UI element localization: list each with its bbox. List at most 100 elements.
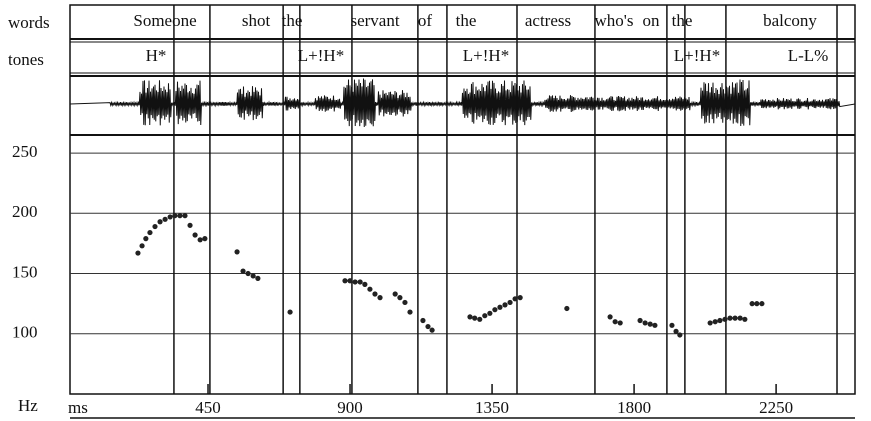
f0-point [372, 291, 378, 297]
f0-point [147, 229, 153, 236]
frame [69, 4, 856, 395]
f0-point [135, 250, 141, 256]
word: the [672, 11, 693, 30]
y-tick-label: 250 [12, 142, 38, 161]
f0-point [245, 270, 251, 277]
f0-point [749, 301, 755, 307]
f0-point [677, 332, 683, 338]
f0-point [492, 307, 498, 313]
f0-point [420, 317, 426, 324]
f0-point [192, 232, 198, 238]
f0-point [139, 243, 145, 249]
f0-point [497, 304, 503, 310]
f0-point [564, 305, 570, 312]
f0-point [732, 315, 738, 321]
f0-point [512, 296, 518, 302]
f0-point [177, 213, 183, 219]
f0-point [152, 223, 158, 230]
f0-point [377, 295, 383, 301]
f0-point [482, 313, 488, 319]
word: servant [350, 11, 399, 30]
word: shot [242, 11, 271, 30]
word: actress [525, 11, 571, 30]
word: who's [595, 11, 634, 30]
f0-point [362, 281, 368, 287]
tone: L-L% [788, 46, 829, 65]
f0-point [607, 314, 613, 320]
f0-point [250, 273, 256, 279]
f0-point [162, 216, 168, 222]
y-tick-label: 150 [12, 262, 38, 281]
f0-point [759, 301, 765, 307]
tone: L+!H* [463, 46, 509, 65]
f0-point [172, 213, 178, 219]
y-axis-label: Hz [18, 396, 38, 415]
f0-point [342, 278, 348, 284]
f0-point [754, 301, 760, 307]
f0-point [352, 279, 358, 285]
tone: L+!H* [298, 46, 344, 65]
f0-point [425, 323, 431, 330]
f0-point [255, 275, 261, 281]
f0-point [612, 319, 618, 325]
x-tick-label: 2250 [759, 398, 793, 417]
word: balcony [763, 11, 817, 30]
f0-point [673, 328, 679, 334]
f0-point [182, 213, 188, 219]
word: the [456, 11, 477, 30]
f0-point [502, 302, 508, 308]
word: of [418, 11, 433, 30]
f0-point [202, 236, 208, 242]
f0-point [157, 219, 163, 225]
x-tick-label: 1800 [617, 398, 651, 417]
f0-point [669, 322, 675, 328]
f0-point [727, 315, 733, 321]
f0-point [347, 278, 353, 284]
f0-point [397, 295, 403, 301]
f0-point [407, 309, 413, 315]
word: the [282, 11, 303, 30]
f0-point [167, 214, 173, 220]
f0-point [517, 295, 523, 301]
f0-point [197, 237, 203, 243]
f0-point [712, 319, 718, 325]
f0-point [717, 317, 723, 324]
f0-point [477, 316, 483, 322]
y-tick-label: 200 [12, 202, 38, 221]
f0-point [637, 317, 643, 324]
f0-point [507, 299, 513, 306]
f0-point [187, 222, 193, 228]
f0-point [652, 322, 658, 328]
f0-point [287, 309, 293, 315]
f0-point [234, 249, 240, 255]
f0-point [429, 327, 435, 333]
tier-label: words [8, 13, 50, 32]
f0-point [143, 236, 149, 242]
x-tick-label: 1350 [475, 398, 509, 417]
f0-point [357, 279, 363, 285]
f0-point [642, 320, 648, 326]
word: on [643, 11, 661, 30]
f0-point [487, 310, 493, 316]
y-tick-label: 100 [12, 323, 38, 342]
x-tick-label: 450 [195, 398, 221, 417]
tone: H* [146, 46, 167, 65]
word: Someone [133, 11, 196, 30]
f0-point [467, 314, 473, 320]
f0-point [367, 286, 373, 292]
f0-point [472, 315, 478, 321]
x-tick-label: 900 [337, 398, 363, 417]
f0-point [742, 316, 748, 322]
f0-point [737, 315, 743, 321]
f0-point [722, 316, 728, 322]
f0-point [392, 291, 398, 297]
waveform [69, 78, 856, 127]
f0-point [617, 320, 623, 326]
x-axis-label: ms [68, 398, 88, 417]
f0-point [707, 320, 713, 326]
f0-point [240, 268, 246, 274]
tier-label: tones [8, 50, 44, 69]
f0-point [402, 299, 408, 306]
f0-point [647, 321, 653, 327]
